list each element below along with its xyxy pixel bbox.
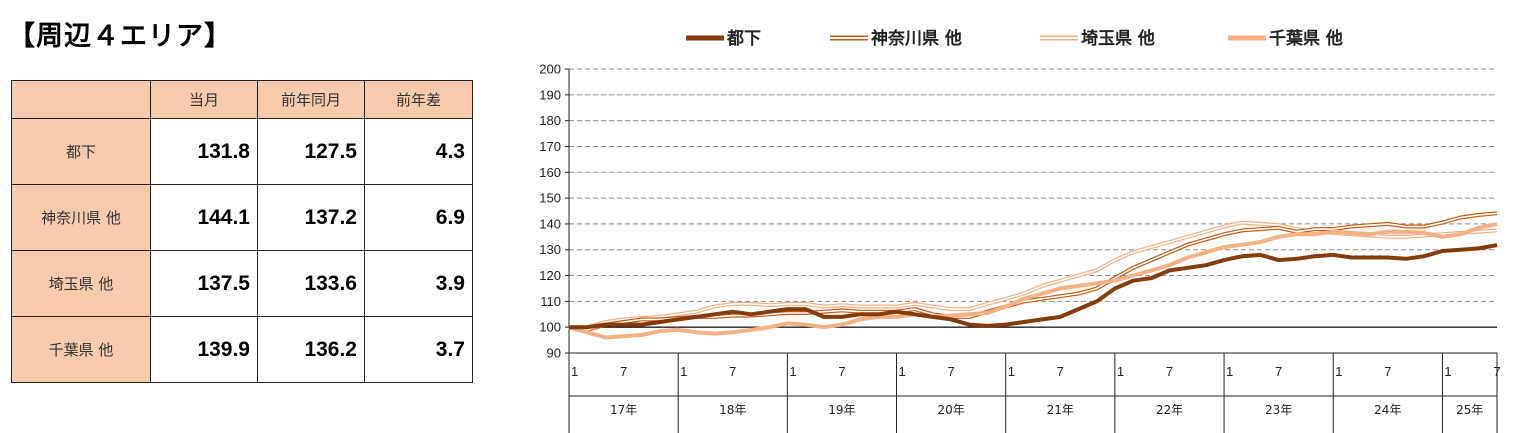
cell-prev-year: 127.5 bbox=[257, 118, 365, 185]
year-label: 24年 bbox=[1374, 403, 1401, 417]
cell-current: 137.5 bbox=[150, 250, 258, 317]
y-tick-label: 180 bbox=[539, 113, 561, 128]
y-tick-label: 170 bbox=[539, 139, 561, 154]
series-line-1 bbox=[568, 211, 1498, 332]
y-tick-label: 150 bbox=[539, 191, 561, 206]
y-tick-label: 120 bbox=[539, 268, 561, 283]
y-tick-label: 90 bbox=[547, 346, 561, 361]
y-tick-label: 140 bbox=[539, 216, 561, 231]
x-tick-label: 1 bbox=[1335, 364, 1342, 379]
series-line-inner-1 bbox=[568, 212, 1498, 331]
x-tick-label: 7 bbox=[1384, 364, 1391, 379]
x-tick-label: 1 bbox=[680, 364, 687, 379]
x-tick-label: 7 bbox=[1166, 364, 1173, 379]
year-label: 22年 bbox=[1156, 403, 1183, 417]
x-tick-label: 7 bbox=[729, 364, 736, 379]
row-label: 都下 bbox=[11, 118, 151, 185]
cell-diff: 4.3 bbox=[364, 118, 473, 185]
series-line-2 bbox=[569, 220, 1498, 330]
year-label: 18年 bbox=[719, 403, 746, 417]
cell-prev-year: 137.2 bbox=[257, 184, 365, 251]
x-tick-label: 1 bbox=[1226, 364, 1233, 379]
cell-current: 139.9 bbox=[150, 316, 258, 383]
series-line-inner-2 bbox=[569, 221, 1498, 329]
cell-diff: 3.9 bbox=[364, 250, 473, 317]
x-tick-label: 7 bbox=[620, 364, 627, 379]
cell-prev-year: 133.6 bbox=[257, 250, 365, 317]
x-tick-label: 7 bbox=[838, 364, 845, 379]
y-tick-label: 200 bbox=[539, 62, 561, 77]
legend-label: 埼玉県 他 bbox=[1081, 28, 1155, 49]
cell-current: 144.1 bbox=[150, 184, 258, 251]
table-row: 千葉県 他 139.9 136.2 3.7 bbox=[11, 316, 473, 383]
table-row: 埼玉県 他 137.5 133.6 3.9 bbox=[11, 250, 473, 317]
y-tick-label: 130 bbox=[539, 242, 561, 257]
cell-diff: 6.9 bbox=[364, 184, 473, 251]
x-tick-label: 7 bbox=[948, 364, 955, 379]
table-row: 神奈川県 他 144.1 137.2 6.9 bbox=[11, 184, 473, 251]
x-tick-label: 1 bbox=[899, 364, 906, 379]
legend-label: 千葉県 他 bbox=[1269, 28, 1343, 49]
x-tick-label: 1 bbox=[571, 364, 578, 379]
row-label: 神奈川県 他 bbox=[11, 184, 151, 251]
cell-diff: 3.7 bbox=[364, 316, 473, 383]
x-tick-label: 7 bbox=[1275, 364, 1282, 379]
year-label: 19年 bbox=[828, 403, 855, 417]
y-tick-label: 110 bbox=[540, 294, 561, 309]
section-title: 【周辺４エリア】 bbox=[8, 21, 232, 52]
series-line-3 bbox=[568, 222, 1498, 340]
year-label: 17年 bbox=[610, 403, 637, 417]
table-header-diff: 前年差 bbox=[364, 80, 473, 119]
table-header-row: 当月 前年同月 前年差 bbox=[11, 80, 473, 119]
y-tick-label: 190 bbox=[539, 87, 561, 102]
year-label: 20年 bbox=[937, 403, 964, 417]
legend-label: 都下 bbox=[726, 28, 761, 49]
series-line-0 bbox=[569, 243, 1498, 330]
summary-table: 当月 前年同月 前年差 都下 131.8 127.5 4.3 神奈川県 他 14… bbox=[11, 80, 473, 383]
x-tick-label: 7 bbox=[1057, 364, 1064, 379]
table-header-corner bbox=[11, 80, 151, 119]
x-tick-label: 1 bbox=[1117, 364, 1124, 379]
year-label: 25年 bbox=[1456, 403, 1483, 417]
table-row: 都下 131.8 127.5 4.3 bbox=[11, 118, 473, 185]
year-label: 23年 bbox=[1265, 403, 1292, 417]
year-label: 21年 bbox=[1047, 403, 1074, 417]
x-tick-label: 1 bbox=[1008, 364, 1015, 379]
legend-label: 神奈川県 他 bbox=[871, 28, 962, 49]
row-label: 千葉県 他 bbox=[11, 316, 151, 383]
x-tick-label: 1 bbox=[1444, 364, 1451, 379]
x-tick-label: 1 bbox=[789, 364, 796, 379]
y-tick-label: 100 bbox=[539, 320, 561, 335]
y-tick-label: 160 bbox=[539, 165, 561, 180]
